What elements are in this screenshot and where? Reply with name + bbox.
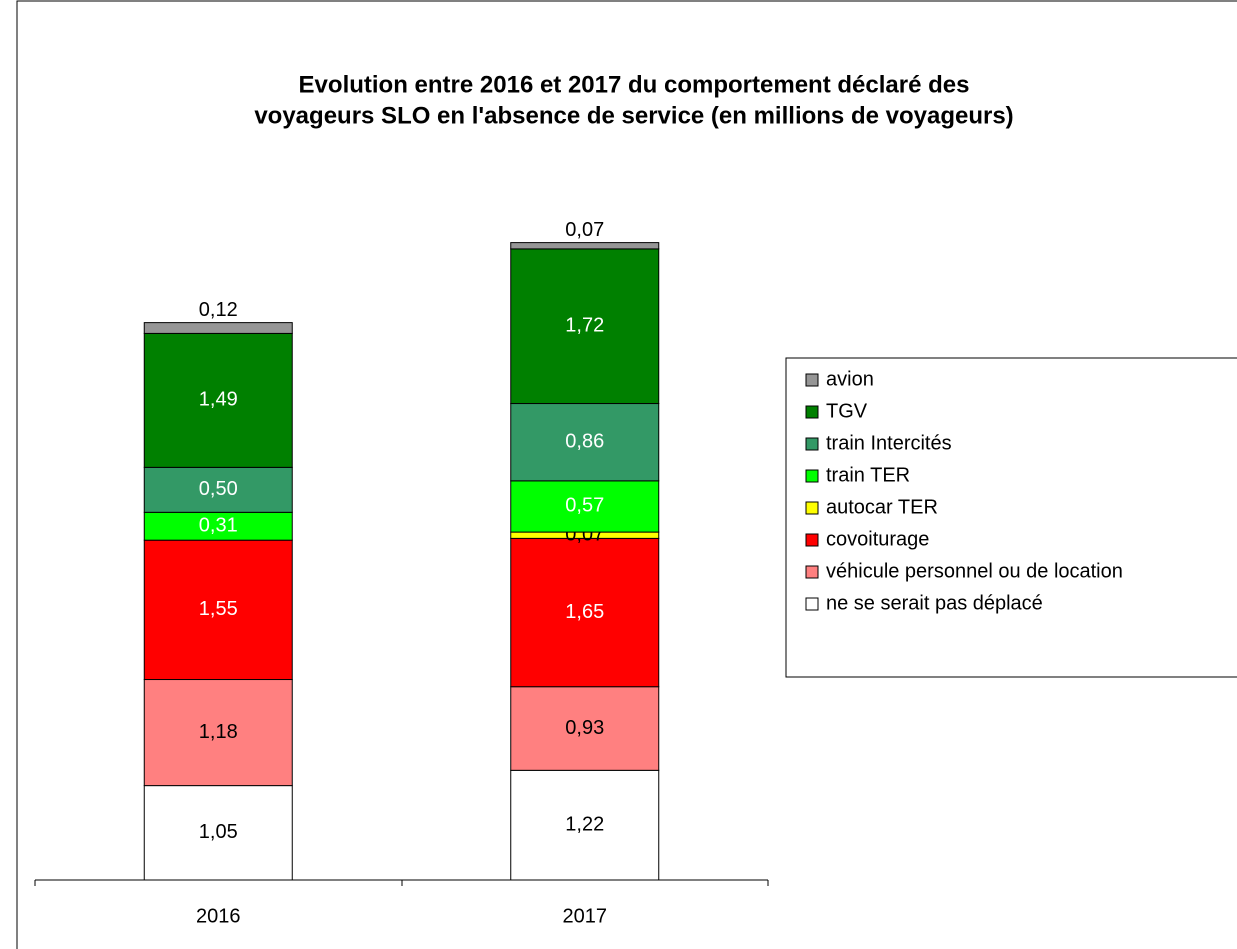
bar-segment [143, 539, 293, 681]
legend-swatch [805, 597, 819, 611]
bar-segment [510, 537, 660, 688]
bar-segment [143, 322, 293, 334]
data-label: 1,18 [199, 721, 238, 743]
bar-segment [510, 403, 660, 482]
chart-title: Evolution entre 2016 et 2017 du comporte… [299, 71, 970, 98]
data-label: 0,07 [565, 219, 604, 241]
chart-title: voyageurs SLO en l'absence de service (e… [254, 102, 1013, 129]
legend-swatch [805, 437, 819, 451]
bar-segment [143, 511, 293, 541]
legend-swatch [805, 533, 819, 547]
legend-label: véhicule personnel ou de location [826, 560, 1123, 582]
legend-box [785, 357, 1237, 678]
data-label: 0,31 [199, 515, 238, 537]
legend-label: covoiturage [826, 528, 929, 550]
legend-label: autocar TER [826, 496, 938, 518]
bar-segment [143, 785, 293, 881]
data-label: 0,93 [565, 717, 604, 739]
data-label: 0,57 [565, 495, 604, 517]
bar-segment [143, 332, 293, 468]
legend-swatch [805, 405, 819, 419]
bar-segment [510, 769, 660, 881]
legend-label: ne se serait pas déplacé [826, 592, 1043, 614]
bar-segment [510, 480, 660, 533]
legend-label: TGV [826, 400, 868, 422]
data-label: 0,86 [565, 430, 604, 452]
data-label: 1,55 [199, 598, 238, 620]
data-label: 1,65 [565, 601, 604, 623]
x-tick-label: 2017 [563, 905, 608, 927]
legend-label: avion [826, 368, 874, 390]
legend-swatch [805, 469, 819, 483]
legend-swatch [805, 373, 819, 387]
legend-swatch [805, 501, 819, 515]
bar-segment [510, 242, 660, 250]
bar-segment [510, 248, 660, 405]
bar-segment [143, 679, 293, 787]
data-label: 1,22 [565, 813, 604, 835]
legend-label: train Intercités [826, 432, 952, 454]
x-tick-label: 2016 [196, 905, 241, 927]
legend-swatch [805, 565, 819, 579]
data-label: 1,05 [199, 821, 238, 843]
data-label: 1,49 [199, 389, 238, 411]
bar-segment [510, 686, 660, 771]
data-label: 1,72 [565, 314, 604, 336]
data-label: 0,12 [199, 299, 238, 321]
legend-label: train TER [826, 464, 910, 486]
data-label: 0,50 [199, 478, 238, 500]
bar-segment [143, 466, 293, 513]
